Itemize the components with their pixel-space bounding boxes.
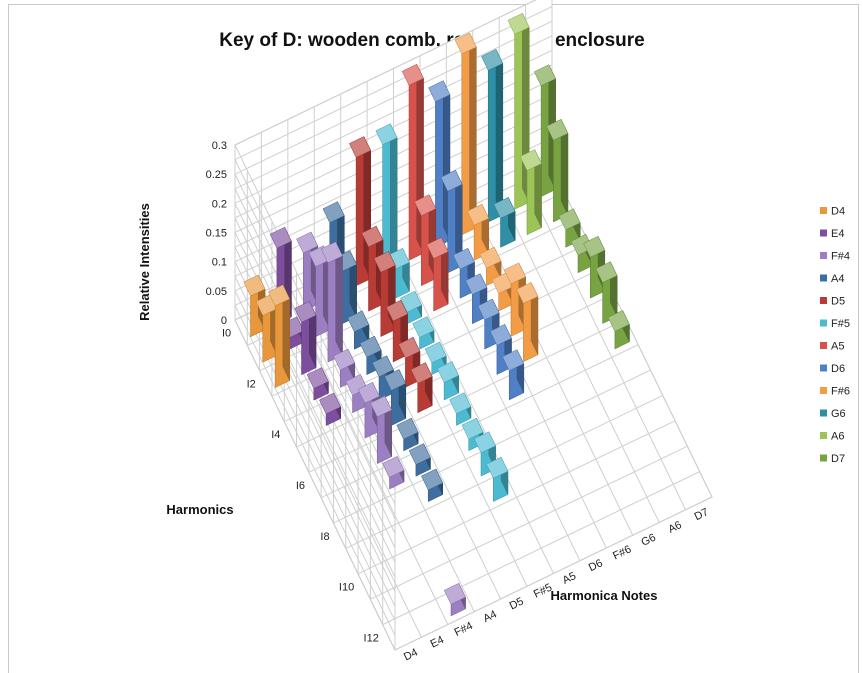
y-tick-label: I8 [320,531,329,543]
y-tick-label: I4 [271,429,280,441]
y-axis-title: Harmonics [166,502,233,517]
bar-F#6-h1 [467,203,490,261]
bar-F#5-h0 [375,123,398,274]
legend-swatch [820,454,827,462]
bar-G6-h1 [493,196,516,248]
legend-label: F#6 [831,386,850,398]
legend-label: F#5 [831,318,850,330]
bar-F#5-h6 [449,392,472,426]
x-tick-label: D6 [587,557,605,574]
bar-A4-h2 [347,310,370,350]
bar-F#4-h7 [382,456,405,490]
bar-D6-h6 [502,349,525,401]
bar-A4-h8 [421,468,444,502]
bar-D7-h5 [595,261,618,324]
y-tick-label: I6 [296,480,305,492]
x-axis-title: Harmonica Notes [551,588,658,603]
legend-swatch [820,319,827,327]
legend-label: A6 [831,431,844,443]
z-tick-label: 0.1 [212,257,227,269]
legend-swatch [820,229,827,237]
legend-label: D5 [831,296,845,308]
legend-label: A4 [831,273,844,285]
bar-F#4-h12 [443,582,466,617]
bar-F#5-h4 [424,341,447,375]
legend-label: F#4 [831,251,850,263]
y-tick-label: I10 [339,582,354,594]
bar-G6-h0 [481,49,504,223]
z-tick-label: 0.05 [206,286,227,298]
bar-F#5-h9 [486,456,509,502]
z-tick-label: 0.2 [212,198,227,210]
x-tick-label: G6 [639,532,657,549]
x-tick-label: F#6 [611,543,633,562]
bar-D7-h1 [546,118,569,223]
bar-D7-h6 [607,310,630,350]
legend-swatch [820,432,827,439]
chart-title: Key of D: wooden comb, rectangular enclo… [219,30,644,51]
bar-E4-h3 [306,367,329,401]
x-tick-label: D5 [508,595,526,612]
x-tick-label: A4 [481,608,498,625]
legend-label: D7 [831,453,845,465]
bar-A6-h1 [519,149,542,236]
x-tick-label: A6 [666,519,683,536]
bar-F#4-h6 [370,395,393,464]
x-tick-label: F#4 [453,620,475,639]
bar-F#5-h3 [412,316,435,350]
bar-E4-h4 [319,392,342,426]
z-tick-label: 0.25 [206,169,227,181]
x-tick-label: A5 [561,570,578,587]
legend: D4 E4 F#4 A4 D5 F#5 A5 D6 F#6 G6 A6 D7 [820,206,850,465]
floor-gridline [234,319,396,651]
x-tick-label: D4 [402,646,420,663]
y-tick-label: I0 [222,328,231,340]
bars [243,12,630,617]
bar-A4-h7 [408,443,431,477]
bar-F#6-h0 [454,32,477,236]
legend-label: E4 [831,228,844,240]
y-tick-label: I12 [364,632,379,644]
bar-A4-h5 [384,369,407,426]
bar-F#5-h5 [436,361,459,401]
floor-gridline [525,179,687,510]
z-tick-label: 0 [221,315,227,327]
bar-F#4-h2 [320,241,343,363]
legend-label: D6 [831,363,845,375]
legend-label: A5 [831,341,844,353]
legend-swatch [820,207,827,214]
bar-D6-h1 [440,169,463,274]
legend-label: D4 [831,206,845,218]
bar-A5-h2 [426,237,449,312]
bar-F#5-h1 [387,247,410,299]
legend-label: G6 [831,408,846,420]
z-tick-label: 0.15 [206,228,227,240]
bar-D4-h2 [267,284,290,388]
floor-gridline [393,243,554,574]
legend-swatch [820,387,827,394]
bar-A4-h3 [359,335,382,376]
legend-swatch [820,342,827,349]
y-tick-label: I2 [247,378,256,390]
x-tick-label: E4 [429,634,446,651]
legend-swatch [820,274,827,282]
x-tick-label: D7 [693,506,711,523]
legend-swatch [820,252,827,259]
bar-F#6-h3 [491,272,514,312]
bar-D5-h5 [410,362,433,414]
z-tick-label: 0.3 [212,140,227,152]
bar-F#4-h3 [333,348,356,388]
z-axis-title: Relative Intensities [137,203,152,321]
bar-E4-h2 [294,300,317,376]
legend-swatch [820,364,827,372]
bar-A4-h6 [396,417,419,452]
legend-swatch [820,409,827,417]
tick-labels: 0 0.05 0.1 0.15 0.2 0.25 0.3 I0 I2 I4 I6 I8 I10 I12 D4… [206,140,711,663]
legend-swatch [820,297,827,304]
floor-gridline [498,192,660,523]
bar-D7-h4 [583,235,606,299]
bar-A5-h1 [414,194,437,287]
bar-F#6-h5 [516,282,539,363]
